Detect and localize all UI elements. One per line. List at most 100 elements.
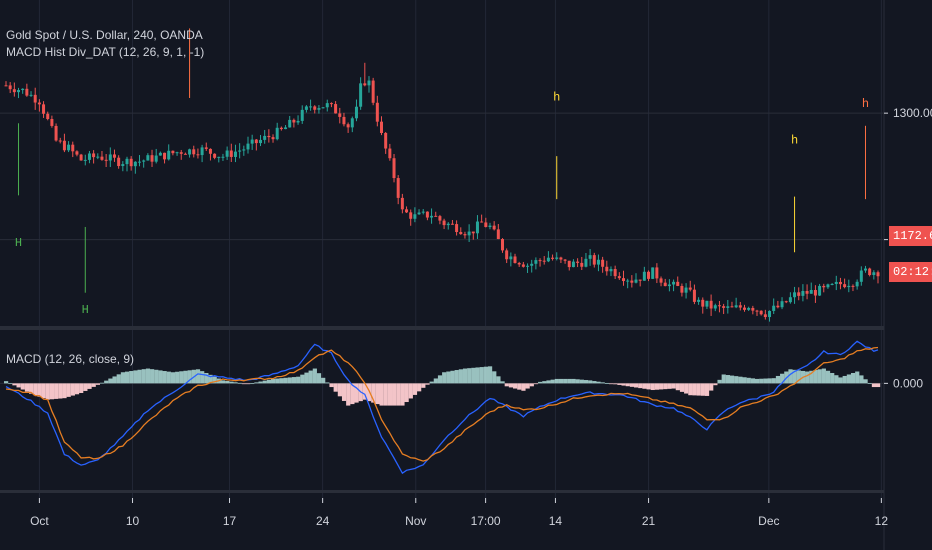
histogram-bar xyxy=(729,375,735,384)
candle-body xyxy=(12,89,16,93)
histogram-bar xyxy=(558,378,564,384)
histogram-bar xyxy=(45,383,50,400)
candle-body xyxy=(555,257,559,259)
price-pane[interactable] xyxy=(4,62,880,322)
candle-body xyxy=(304,106,308,110)
candle-body xyxy=(663,282,667,287)
candle-body xyxy=(50,119,54,126)
histogram-bar xyxy=(137,369,142,384)
histogram-bar xyxy=(66,383,71,397)
candle-body xyxy=(801,291,805,296)
candle-body xyxy=(375,102,379,122)
candle-body xyxy=(626,280,630,282)
histogram-bar xyxy=(608,383,614,385)
symbol-title[interactable]: Gold Spot / U.S. Dollar, 240, OANDA xyxy=(6,28,203,42)
histogram-bar xyxy=(62,383,67,399)
histogram-bar xyxy=(254,382,259,384)
divergence-label: H xyxy=(15,236,22,250)
histogram-bar xyxy=(437,375,443,384)
candle-body xyxy=(759,310,763,315)
candle-body xyxy=(338,113,342,117)
histogram-bar xyxy=(709,383,714,391)
candle-body xyxy=(559,257,563,260)
candle-body xyxy=(455,224,459,233)
histogram-bar xyxy=(145,368,151,384)
candle-body xyxy=(259,139,263,144)
candle-body xyxy=(822,285,826,288)
histogram-bar xyxy=(713,383,718,386)
candle-body xyxy=(421,211,425,213)
histogram-bar xyxy=(746,377,751,384)
candle-body xyxy=(450,223,454,225)
divergence-label: h xyxy=(791,134,798,148)
candle-body xyxy=(196,154,200,156)
histogram-bar xyxy=(300,374,305,384)
histogram-bar xyxy=(583,380,589,384)
candle-body xyxy=(158,152,162,156)
macd-pane[interactable] xyxy=(4,340,881,475)
histogram-bar xyxy=(504,383,509,387)
histogram-bar xyxy=(362,383,368,400)
histogram-bar xyxy=(467,368,472,384)
candle-body xyxy=(54,125,58,141)
histogram-bar xyxy=(721,374,726,384)
histogram-bar xyxy=(245,383,251,385)
candle-body xyxy=(284,127,288,130)
histogram-bar xyxy=(496,376,501,384)
candle-body xyxy=(363,83,367,86)
histogram-bar xyxy=(124,371,130,384)
histogram-bar xyxy=(617,383,622,385)
candle-body xyxy=(551,257,555,259)
candle-body xyxy=(108,154,112,161)
indicator-title[interactable]: MACD Hist Div_DAT (12, 26, 9, 1, -1) xyxy=(6,45,205,59)
histogram-bar xyxy=(755,378,760,384)
histogram-bar xyxy=(821,368,826,384)
histogram-bar xyxy=(775,375,781,384)
candle-body xyxy=(183,153,187,155)
candle-body xyxy=(847,285,851,288)
candle-body xyxy=(742,307,746,310)
histogram-bar xyxy=(588,380,593,384)
candle-body xyxy=(350,118,354,128)
histogram-bar xyxy=(237,382,242,384)
histogram-bar xyxy=(846,374,851,384)
candle-body xyxy=(726,306,730,308)
histogram-bar xyxy=(500,381,505,384)
signal-line xyxy=(5,346,879,462)
histogram-bar xyxy=(462,368,468,384)
candle-body xyxy=(154,155,158,162)
candle-body xyxy=(221,156,225,158)
histogram-bar xyxy=(271,378,276,384)
candle-body xyxy=(780,301,784,308)
histogram-bar xyxy=(825,370,831,384)
histogram-bar xyxy=(83,383,88,391)
candle-body xyxy=(717,305,721,307)
histogram-bar xyxy=(291,377,297,384)
histogram-bar xyxy=(95,383,100,385)
candle-body xyxy=(334,104,338,114)
candle-body xyxy=(500,239,504,251)
histogram-bar xyxy=(638,383,643,389)
histogram-bar xyxy=(483,366,489,384)
candle-body xyxy=(167,150,171,160)
candle-body xyxy=(192,149,196,155)
candle-body xyxy=(567,260,571,268)
candle-body xyxy=(434,215,438,217)
histogram-bar xyxy=(91,383,96,387)
time-axis-label: 17 xyxy=(223,514,237,528)
histogram-bar xyxy=(876,383,881,388)
candle-body xyxy=(730,306,734,308)
candle-body xyxy=(542,260,546,262)
candle-body xyxy=(46,113,50,120)
histogram-bar xyxy=(421,383,426,388)
candle-body xyxy=(446,223,450,226)
candle-body xyxy=(772,305,776,311)
histogram-bar xyxy=(446,371,451,384)
macd-title[interactable]: MACD (12, 26, close, 9) xyxy=(6,352,135,366)
histogram-bar xyxy=(325,382,330,384)
candle-body xyxy=(58,140,62,142)
histogram-bar xyxy=(392,383,397,406)
histogram-bar xyxy=(475,367,480,384)
histogram-bar xyxy=(383,383,388,406)
